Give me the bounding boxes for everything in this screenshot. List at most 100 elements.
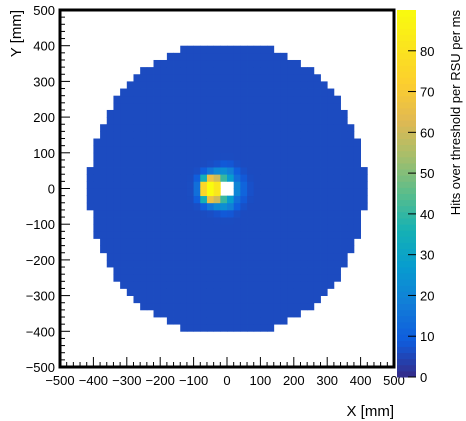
heatmap-cell [100,145,108,154]
heatmap-cell [327,188,335,197]
heatmap-cell [273,109,281,118]
heatmap-cell [206,45,215,54]
heatmap-cell [253,217,261,225]
heatmap-cell [186,102,194,111]
heatmap-cell [233,138,241,147]
heatmap-cell [193,52,201,61]
heatmap-cell [360,167,368,175]
heatmap-cell [333,181,341,189]
heatmap-cell [347,159,355,168]
heatmap-cell [193,288,201,296]
heatmap-cell [307,145,315,154]
heatmap-cell [166,81,174,89]
heatmap-cell [106,109,114,118]
heatmap-cell [240,245,248,254]
heatmap-cell [146,295,154,304]
heatmap-cell [307,202,315,211]
heatmap-cell [307,102,315,111]
heatmap-cell [153,159,161,168]
heatmap-cell [186,259,194,268]
heatmap-cell [206,324,215,332]
heatmap-cell [106,174,114,182]
heatmap-cell [140,117,148,125]
heatmap-cell [280,274,288,282]
color-scale-step [397,291,416,298]
heatmap-cell [347,231,355,239]
heatmap-cell [353,174,361,182]
heatmap-cell [113,109,121,118]
heatmap-cell [106,152,114,161]
heatmap-cell [120,117,128,125]
heatmap-cell [146,109,154,118]
heatmap-cell [320,102,328,111]
y-tick-label: −100 [26,217,55,232]
heatmap-cell [347,195,355,204]
x-tick-label: −300 [112,373,141,388]
heatmap-cell [227,202,235,211]
heatmap-cell [180,81,188,89]
heatmap-cell [233,174,241,182]
heatmap-cell [200,252,208,261]
heatmap-cell [267,95,275,104]
heatmap-cell [253,159,261,168]
heatmap-cell [233,295,241,304]
heatmap-cell [307,209,315,218]
heatmap-cell [133,102,141,111]
heatmap-cell [253,224,261,232]
heatmap-cell [340,181,348,189]
heatmap-cell [273,181,281,189]
heatmap-cell [280,317,288,325]
heatmap-cell [166,124,174,132]
heatmap-cell [260,309,268,318]
heatmap-cell [313,195,321,204]
heatmap-cell [173,224,181,232]
heatmap-cell [253,174,261,182]
heatmap-cell [200,117,208,125]
color-scale-step [397,254,416,262]
heatmap-cell [287,174,295,182]
heatmap-cell [280,267,288,275]
heatmap-cell [173,267,181,275]
heatmap-cell [307,238,315,247]
heatmap-cell [327,117,335,125]
heatmap-cell [260,238,268,247]
heatmap-cell [240,238,248,247]
heatmap-cell [200,224,208,232]
heatmap-cell [327,231,335,239]
heatmap-cell [353,138,361,147]
heatmap-cell [353,167,361,175]
heatmap-cell [233,102,241,111]
heatmap-cell [260,274,268,282]
heatmap-cell [260,259,268,268]
heatmap-cell [200,145,208,154]
heatmap-cell [220,217,228,225]
heatmap-cell [180,281,188,289]
heatmap-cell [160,181,168,189]
heatmap-cell [213,59,221,68]
heatmap-cell [287,81,295,89]
color-scale-step [397,358,416,366]
heatmap-cell [126,238,134,247]
heatmap-cell [193,88,201,97]
heatmap-cell [93,174,101,182]
heatmap-cell [320,124,328,132]
heatmap-cell [146,188,154,197]
heatmap-cell [206,224,215,232]
heatmap-cell [340,231,348,239]
color-scale-step [397,315,416,323]
heatmap-cell [300,302,308,311]
heatmap-cell [247,295,255,304]
heatmap-cell [166,267,174,275]
heatmap-cell [307,288,315,296]
heatmap-cell [133,202,141,211]
heatmap-cell [166,67,174,75]
heatmap-cell [193,159,201,168]
heatmap-cell [126,81,134,89]
heatmap-cell [300,159,308,168]
heatmap-cell [347,217,355,225]
heatmap-cell [146,259,154,268]
heatmap-cell [333,124,341,132]
heatmap-cell [287,88,295,97]
color-scale-step [397,113,416,121]
heatmap-cell [300,88,308,97]
